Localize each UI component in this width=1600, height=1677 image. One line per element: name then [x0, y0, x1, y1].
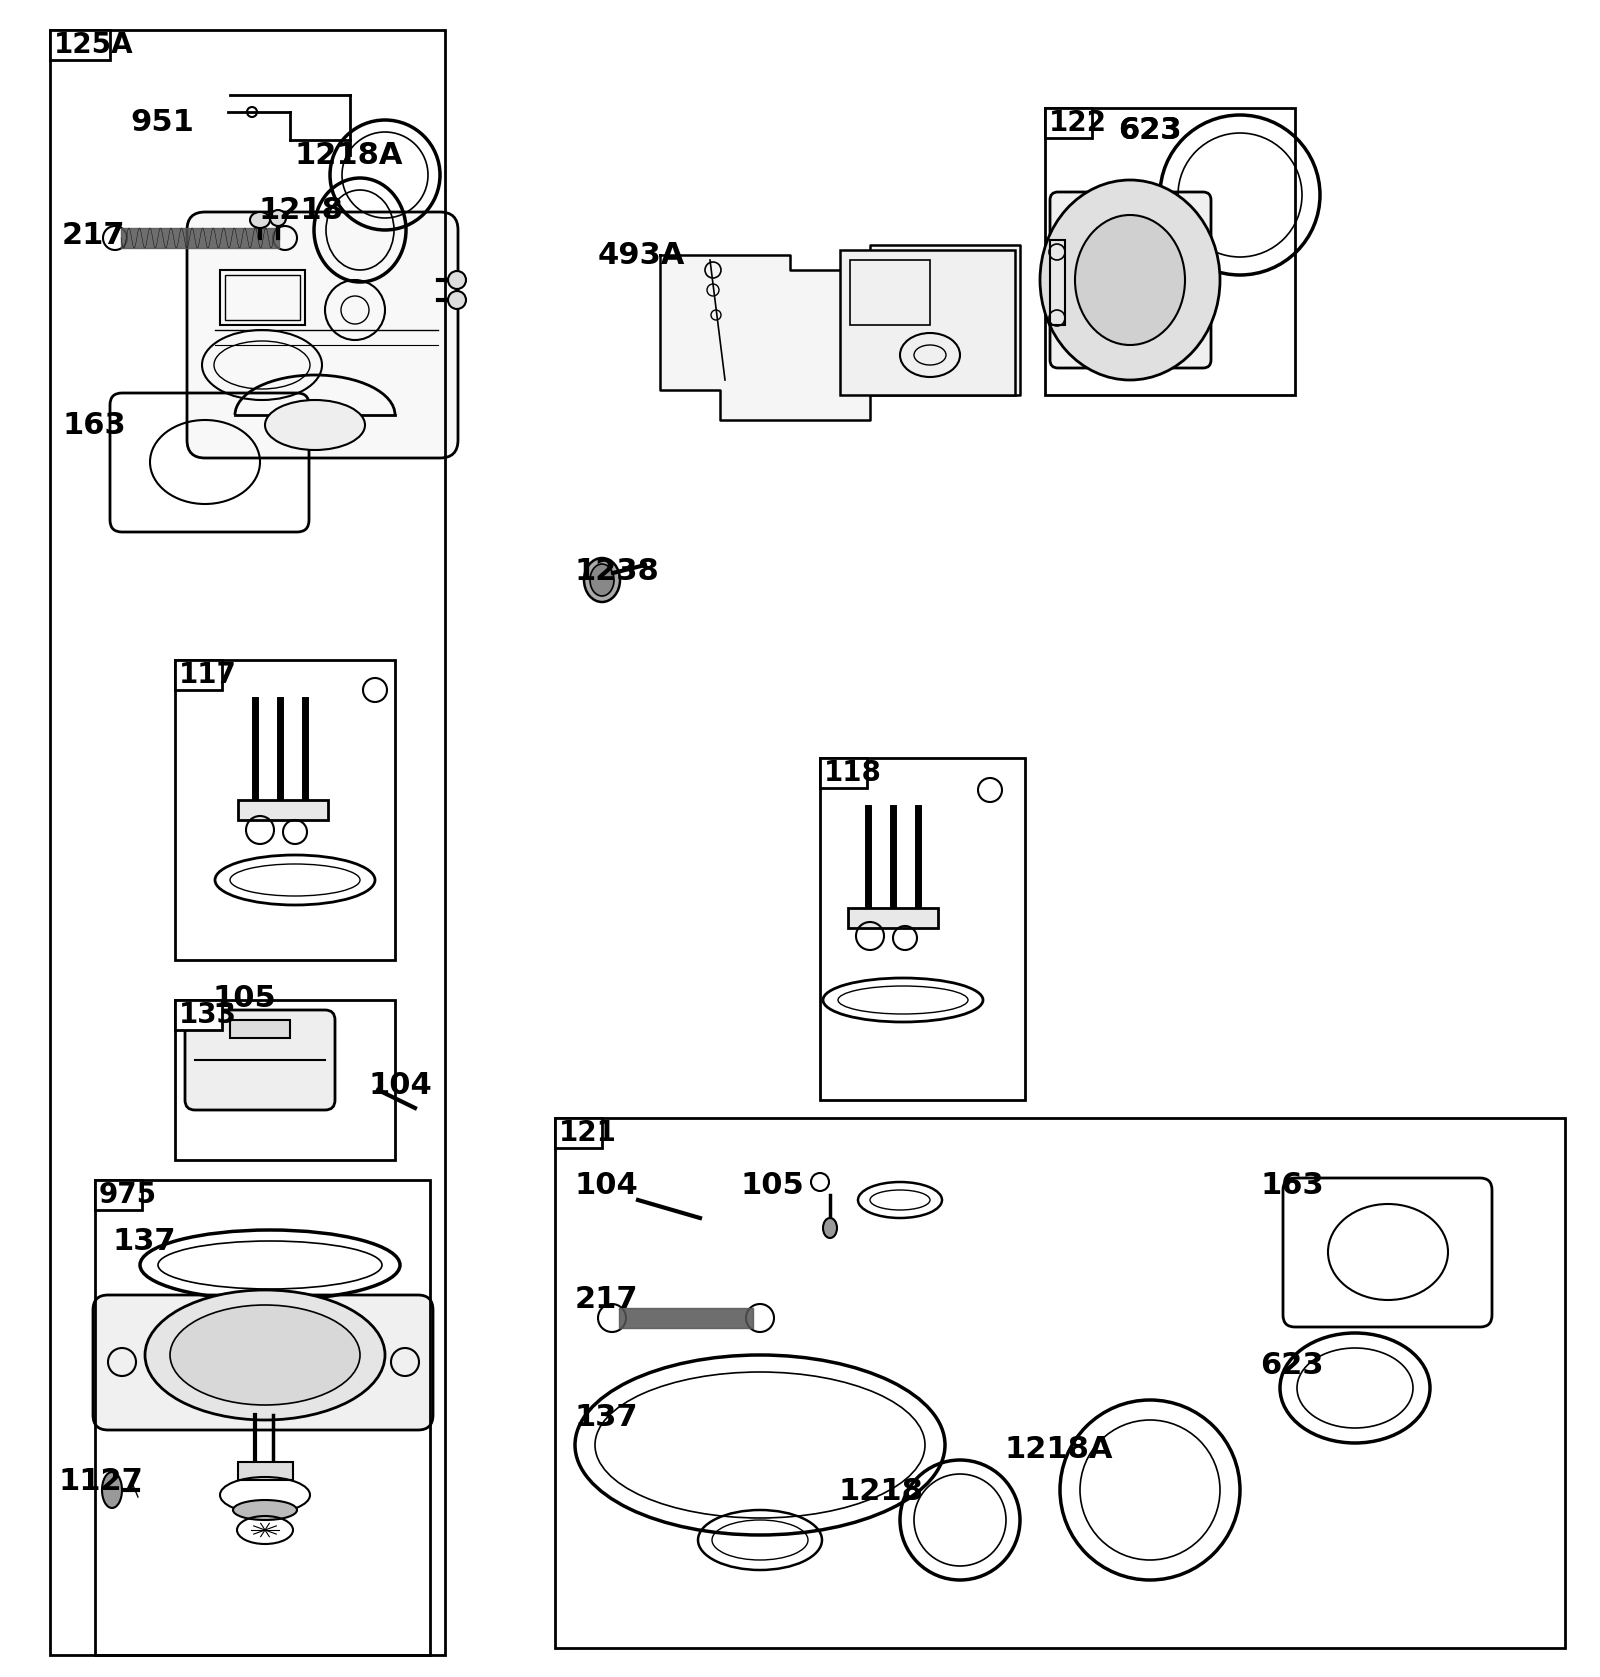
Text: 163: 163 [62, 411, 126, 439]
Ellipse shape [448, 292, 466, 309]
Bar [850, 260, 930, 325]
Ellipse shape [266, 401, 365, 449]
Ellipse shape [1075, 215, 1186, 345]
Bar [840, 250, 1014, 396]
Text: 1127: 1127 [58, 1467, 142, 1496]
Text: 125A: 125A [54, 30, 134, 59]
Ellipse shape [102, 1472, 122, 1508]
Bar [50, 30, 110, 60]
Text: 121: 121 [558, 1119, 618, 1147]
Text: 951: 951 [130, 107, 194, 136]
Text: 975: 975 [99, 1181, 157, 1209]
Ellipse shape [234, 1499, 298, 1519]
Bar [174, 661, 222, 689]
Ellipse shape [1040, 179, 1221, 381]
FancyBboxPatch shape [93, 1295, 434, 1430]
Bar [94, 1181, 142, 1211]
Bar [230, 1020, 290, 1038]
Ellipse shape [146, 1290, 386, 1420]
Text: 493A: 493A [598, 240, 685, 270]
Bar [94, 1181, 430, 1655]
Bar [226, 275, 301, 320]
Bar [174, 661, 395, 959]
Text: 117: 117 [179, 661, 237, 689]
Text: 1218: 1218 [838, 1477, 923, 1506]
Text: 623: 623 [1118, 116, 1181, 144]
Text: 104: 104 [368, 1070, 432, 1100]
Bar [1045, 107, 1294, 396]
Bar [174, 999, 395, 1160]
Polygon shape [661, 245, 1021, 419]
Text: 122: 122 [1050, 109, 1107, 138]
Text: 104: 104 [574, 1171, 638, 1199]
Text: 623: 623 [1261, 1350, 1323, 1380]
Bar [1050, 240, 1066, 325]
Text: 1218A: 1218A [1005, 1436, 1114, 1464]
Bar [238, 800, 328, 820]
Text: 133: 133 [179, 1001, 237, 1030]
Bar [238, 1462, 293, 1481]
Bar [50, 30, 445, 1655]
Ellipse shape [250, 211, 270, 228]
Bar [555, 1119, 602, 1149]
Text: 105: 105 [739, 1171, 803, 1199]
Ellipse shape [270, 210, 286, 226]
Text: 137: 137 [574, 1404, 638, 1432]
Text: 163: 163 [1261, 1171, 1323, 1199]
Text: 217: 217 [574, 1286, 638, 1315]
Ellipse shape [170, 1305, 360, 1405]
Bar [819, 758, 1026, 1100]
Ellipse shape [584, 558, 621, 602]
Ellipse shape [590, 563, 614, 595]
Text: 1238: 1238 [574, 557, 659, 587]
Bar [555, 1119, 1565, 1648]
FancyBboxPatch shape [187, 211, 458, 458]
Bar [174, 999, 222, 1030]
Bar [221, 270, 306, 325]
Text: 623: 623 [1118, 116, 1181, 144]
Text: 118: 118 [824, 760, 882, 787]
Text: 137: 137 [112, 1228, 176, 1256]
FancyBboxPatch shape [186, 1010, 334, 1110]
Text: 1218A: 1218A [294, 141, 403, 169]
FancyBboxPatch shape [1050, 191, 1211, 367]
Bar [1045, 107, 1091, 138]
Bar [819, 758, 867, 788]
Ellipse shape [448, 272, 466, 288]
Bar [848, 907, 938, 927]
Text: 105: 105 [211, 983, 275, 1013]
Text: 217: 217 [62, 220, 125, 250]
Ellipse shape [822, 1218, 837, 1238]
Text: 1218: 1218 [258, 196, 342, 225]
